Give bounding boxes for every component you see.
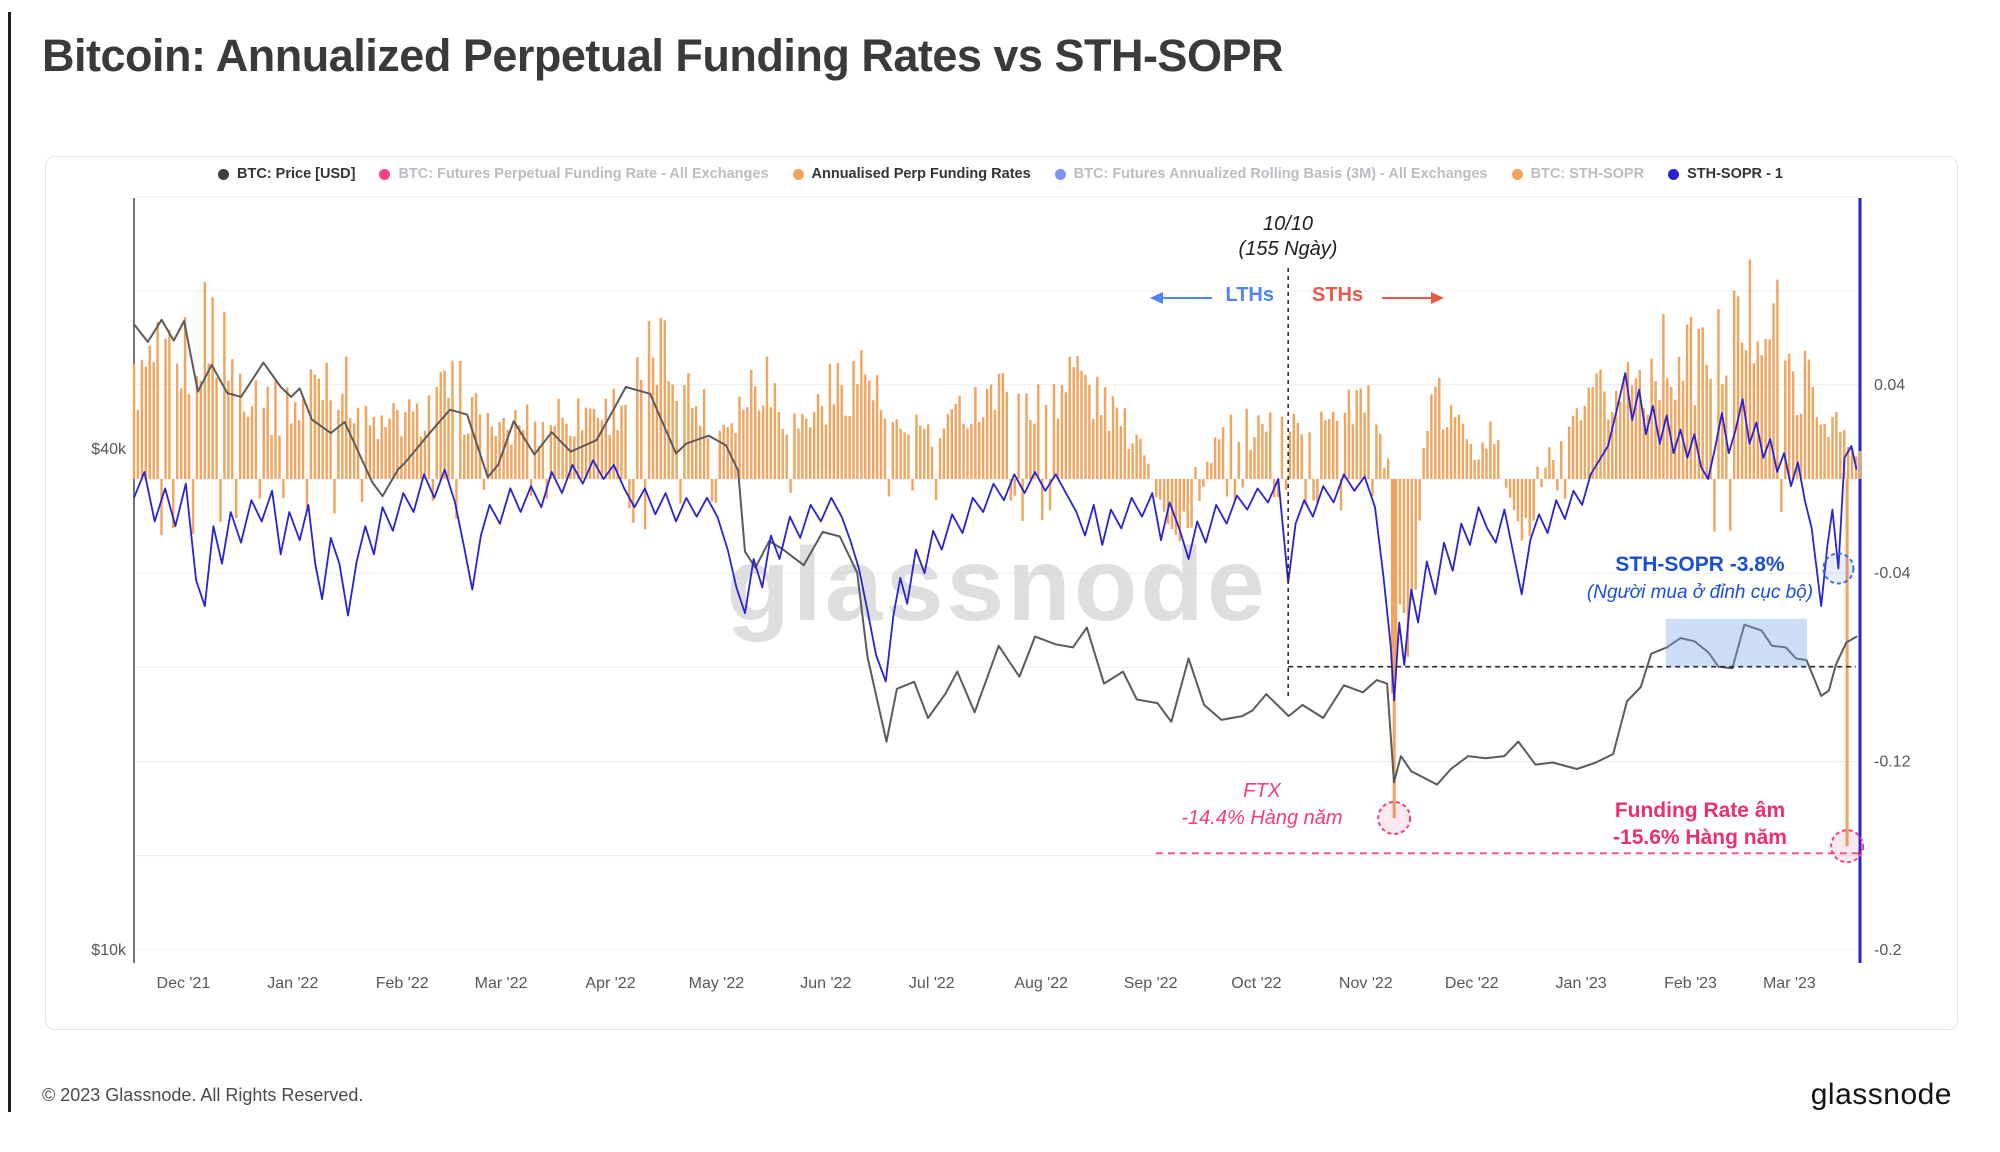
funding-callout: Funding Rate âm -15.6% Hàng năm — [1520, 797, 1880, 851]
legend-label: BTC: STH-SOPR — [1530, 166, 1645, 182]
legend-label: BTC: Futures Perpetual Funding Rate - Al… — [398, 166, 769, 182]
left-edge-border — [8, 12, 11, 1112]
ftx-callout-line2: -14.4% Hàng năm — [1181, 807, 1343, 829]
annotation-date-marker: 10/10 (155 Ngày) — [1188, 212, 1388, 262]
chart-legend: BTC: Price [USD] BTC: Futures Perpetual F… — [45, 166, 1956, 182]
legend-item-perp-funding-rate[interactable]: BTC: Futures Perpetual Funding Rate - Al… — [379, 166, 769, 182]
legend-label: BTC: Price [USD] — [237, 166, 356, 182]
perp-funding-rate-legend-dot — [379, 168, 391, 180]
date-marker-line1: 10/10 — [1262, 213, 1314, 235]
sth-sopr-callout: STH-SOPR -3.8% (Người mua ở đỉnh cục bộ) — [1450, 551, 1950, 607]
ftx-callout-line1: FTX — [1243, 780, 1281, 802]
funding-callout-line2: -15.6% Hàng năm — [1613, 826, 1787, 849]
sth-sopr-1-legend-dot — [1668, 168, 1680, 180]
legend-item-rolling-basis[interactable]: BTC: Futures Annualized Rolling Basis (3… — [1054, 166, 1488, 182]
footer: © 2023 Glassnode. All Rights Reserved. g… — [42, 1078, 1952, 1112]
lths-label: LTHs — [1225, 284, 1274, 306]
ftx-callout: FTX -14.4% Hàng năm — [1112, 778, 1412, 832]
legend-label: STH-SOPR - 1 — [1687, 166, 1783, 182]
sths-label: STHs — [1312, 284, 1364, 306]
legend-label: BTC: Futures Annualized Rolling Basis (3… — [1073, 166, 1488, 182]
btc-price-legend-dot — [218, 168, 230, 180]
rolling-basis-legend-dot — [1054, 168, 1066, 180]
funding-callout-line1: Funding Rate âm — [1614, 799, 1786, 822]
legend-item-annualised-perp-funding[interactable]: Annualised Perp Funding Rates — [792, 166, 1031, 182]
date-marker-line2: (155 Ngày) — [1238, 238, 1338, 260]
copyright: © 2023 Glassnode. All Rights Reserved. — [42, 1084, 364, 1105]
sth-sopr-legend-dot — [1511, 168, 1523, 180]
sth-sopr-callout-line1: STH-SOPR -3.8% — [1615, 553, 1785, 576]
page-title: Bitcoin: Annualized Perpetual Funding Ra… — [42, 30, 1283, 81]
sth-sopr-callout-line2: (Người mua ở đỉnh cục bộ) — [1586, 582, 1814, 603]
annualised-perp-funding-legend-dot — [792, 168, 804, 180]
legend-label: Annualised Perp Funding Rates — [811, 166, 1031, 182]
legend-item-btc-price[interactable]: BTC: Price [USD] — [218, 166, 355, 182]
legend-item-sth-sopr[interactable]: BTC: STH-SOPR — [1511, 166, 1645, 182]
legend-item-sth-sopr-1[interactable]: STH-SOPR - 1 — [1668, 166, 1783, 182]
glassnode-logo: glassnode — [1810, 1078, 1952, 1111]
